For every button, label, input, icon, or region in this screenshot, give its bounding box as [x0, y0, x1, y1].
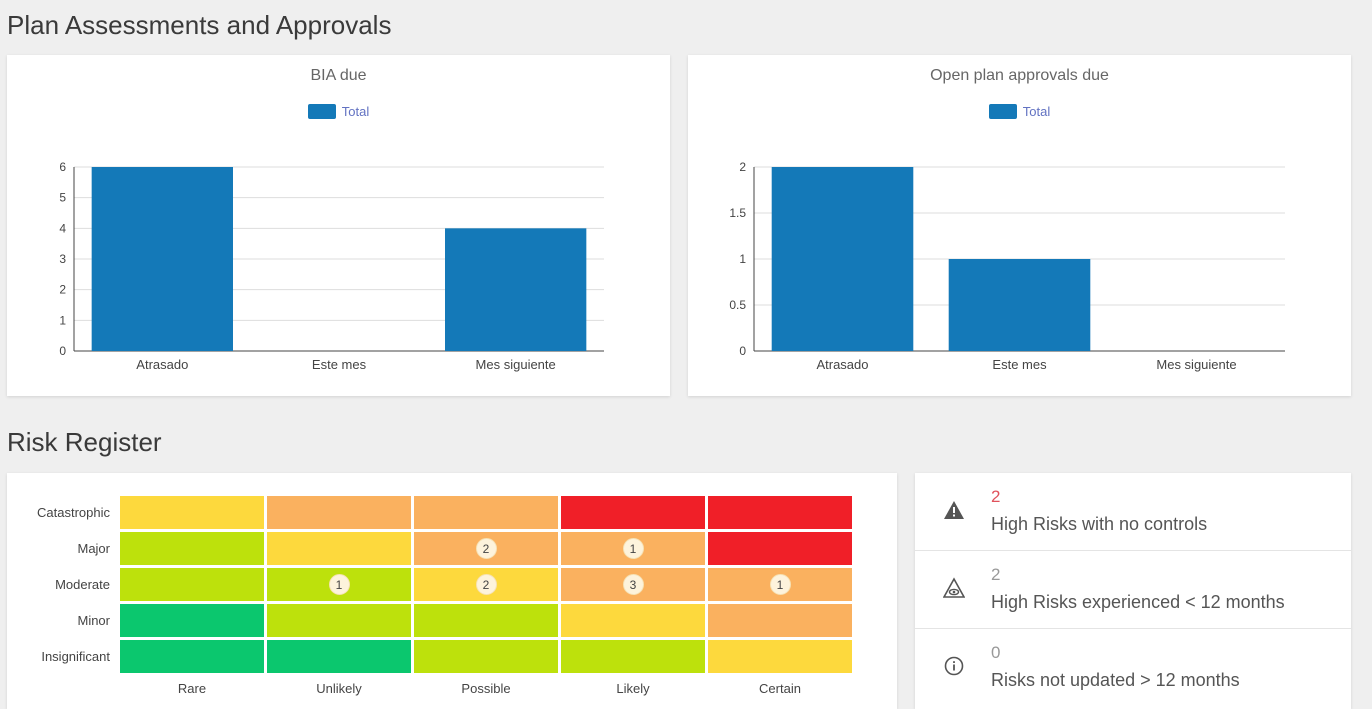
risk-stats-card: 2 High Risks with no controls 2 High Risks …	[915, 473, 1351, 709]
risk-count-badge: 3	[622, 574, 644, 595]
risk-stat-row[interactable]: 0 Risks not updated > 12 months	[915, 629, 1351, 707]
y-tick-label: 2	[59, 283, 66, 297]
plan-section-title: Plan Assessments and Approvals	[7, 10, 392, 40]
risk-cell[interactable]: 1	[267, 568, 411, 601]
stat-label: Risks not updated > 12 months	[991, 670, 1240, 690]
impact-label: Major	[77, 541, 110, 556]
risk-section-title: Risk Register	[7, 427, 162, 457]
chart-title: Open plan approvals due	[930, 67, 1109, 84]
risk-count-badge: 2	[475, 574, 497, 595]
risk-cell[interactable]	[120, 568, 264, 601]
risk-cell[interactable]	[414, 604, 558, 637]
bar-atrasado[interactable]	[771, 167, 914, 351]
risk-cell[interactable]: 1	[561, 532, 705, 565]
bar-mes-siguiente[interactable]	[445, 228, 587, 351]
legend-swatch	[307, 104, 336, 119]
risk-cell[interactable]	[708, 640, 852, 673]
risk-cell[interactable]	[267, 640, 411, 673]
bar-atrasado[interactable]	[91, 167, 234, 351]
risk-cell[interactable]	[120, 496, 264, 529]
risk-cell[interactable]: 2	[414, 568, 558, 601]
risk-cell[interactable]	[267, 604, 411, 637]
likelihood-label: Rare	[177, 681, 207, 696]
x-tick-label: Mes siguiente	[476, 357, 556, 372]
impact-label: Moderate	[55, 577, 110, 592]
plan-approvals-chart: 0 0.5 1 1.5 2 Atrasado Este mes Mes siguiente	[729, 160, 1285, 372]
stat-value: 2	[991, 487, 1001, 506]
risk-cell[interactable]	[267, 496, 411, 529]
risk-cell[interactable]	[120, 640, 264, 673]
risk-cell[interactable]	[267, 532, 411, 565]
legend-label: Total	[341, 104, 370, 119]
risk-cell[interactable]	[561, 640, 705, 673]
y-tick-label: 1.5	[729, 206, 746, 220]
legend-swatch	[988, 104, 1017, 119]
info-icon	[943, 655, 965, 677]
y-tick-label: 6	[59, 160, 66, 174]
likelihood-label: Likely	[616, 681, 650, 696]
x-tick-label: Mes siguiente	[1156, 357, 1236, 372]
y-tick-label: 5	[59, 191, 66, 205]
risk-cell[interactable]	[561, 496, 705, 529]
x-tick-label: Este mes	[312, 357, 367, 372]
x-tick-label: Atrasado	[136, 357, 188, 372]
likelihood-label: Possible	[461, 681, 511, 696]
y-tick-label: 0	[739, 344, 746, 358]
bar-este-mes[interactable]	[948, 259, 1091, 351]
risk-cell[interactable]	[120, 604, 264, 637]
y-tick-label: 1	[59, 313, 66, 327]
y-tick-label: 1	[739, 252, 746, 266]
chart-legend[interactable]: Total	[688, 104, 1351, 119]
risk-matrix-card: Catastrophic Major 2 1 Moderate 1 2 3 1 Minor Insi…	[7, 473, 897, 709]
risk-cell[interactable]	[561, 604, 705, 637]
risk-stat-row[interactable]: 2 High Risks experienced < 12 months	[915, 551, 1351, 629]
plan-approvals-card: Open plan approvals due Total 0 0.5 1 1.5 2 A…	[688, 55, 1351, 396]
risk-cell[interactable]	[120, 532, 264, 565]
stat-label: High Risks with no controls	[991, 514, 1208, 534]
stat-label: High Risks experienced < 12 months	[991, 592, 1285, 612]
risk-count-badge: 1	[769, 574, 791, 595]
risk-cell[interactable]: 3	[561, 568, 705, 601]
risk-cell[interactable]	[414, 496, 558, 529]
risk-count-badge: 2	[475, 538, 497, 559]
warning-icon	[943, 499, 965, 521]
bia-due-chart: 0 1 2 3 4 5 6 Atrasado Este mes Mes siguiente	[59, 160, 604, 372]
risk-cell[interactable]	[414, 640, 558, 673]
chart-title: BIA due	[310, 67, 367, 84]
risk-stat-row[interactable]: 2 High Risks with no controls	[915, 473, 1351, 551]
impact-label: Insignificant	[41, 649, 110, 664]
risk-cell[interactable]: 2	[414, 532, 558, 565]
impact-label: Catastrophic	[37, 505, 110, 520]
legend-label: Total	[1022, 104, 1051, 119]
risk-cell[interactable]	[708, 532, 852, 565]
chart-legend[interactable]: Total	[7, 104, 670, 119]
x-tick-label: Este mes	[992, 357, 1047, 372]
y-tick-label: 0	[59, 344, 66, 358]
stat-value: 2	[991, 565, 1001, 584]
alert-eye-icon	[942, 577, 966, 599]
likelihood-label: Certain	[759, 681, 801, 696]
risk-count-badge: 1	[622, 538, 644, 559]
bia-due-card: BIA due Total 0 1 2 3 4 5 6 Atrasado Este mes Mes…	[7, 55, 670, 396]
impact-label: Minor	[77, 613, 110, 628]
y-tick-label: 2	[739, 160, 746, 174]
likelihood-label: Unlikely	[316, 681, 362, 696]
x-tick-label: Atrasado	[816, 357, 868, 372]
y-tick-label: 3	[59, 252, 66, 266]
risk-cell[interactable]	[708, 604, 852, 637]
y-tick-label: 0.5	[729, 298, 746, 312]
risk-count-badge: 1	[328, 574, 350, 595]
stat-value: 0	[991, 643, 1001, 662]
risk-cell[interactable]	[708, 496, 852, 529]
risk-cell[interactable]: 1	[708, 568, 852, 601]
y-tick-label: 4	[59, 221, 66, 235]
